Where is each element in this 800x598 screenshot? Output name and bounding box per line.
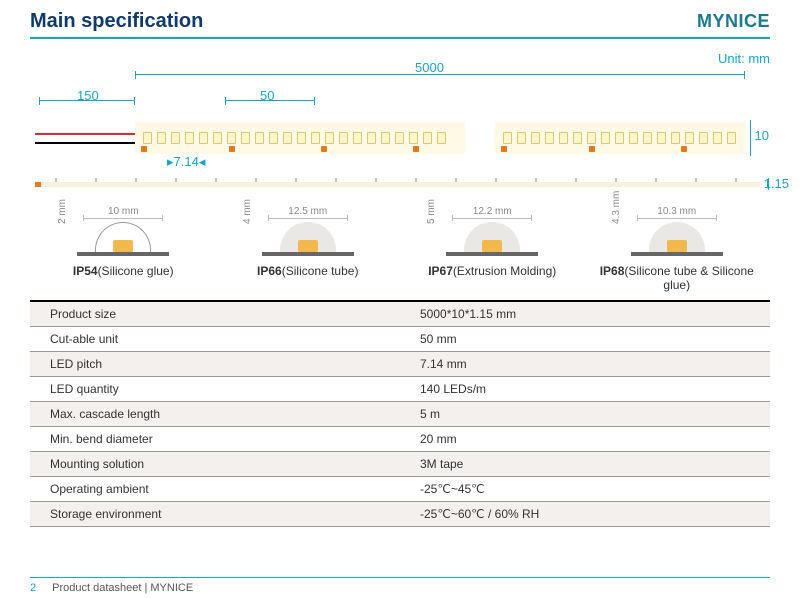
spec-key: Min. bend diameter [30, 427, 400, 452]
spec-row: Max. cascade length5 m [30, 402, 770, 427]
dim-width: 10 [755, 128, 769, 143]
spec-key: Operating ambient [30, 477, 400, 502]
footer-text: Product datasheet | MYNICE [52, 582, 193, 594]
ip-label: IP54(Silicone glue) [36, 264, 211, 278]
footer-rule [30, 577, 770, 578]
spec-key: LED pitch [30, 352, 400, 377]
spec-row: Storage environment-25℃~60℃ / 60% RH [30, 502, 770, 527]
spec-row: LED quantity140 LEDs/m [30, 377, 770, 402]
cut-marks [35, 178, 760, 182]
spec-value: 140 LEDs/m [400, 377, 770, 402]
ip-variant: 12.2 mm5 mmIP67(Extrusion Molding) [405, 206, 580, 292]
strip-segment [495, 122, 745, 154]
spec-key: Product size [30, 301, 400, 327]
spec-row: Mounting solution3M tape [30, 452, 770, 477]
spec-key: Cut-able unit [30, 327, 400, 352]
page-header: Main specification MYNICE [30, 10, 770, 39]
spec-row: Min. bend diameter20 mm [30, 427, 770, 452]
ip-variant: 10 mm2 mmIP54(Silicone glue) [36, 206, 211, 292]
ip-variant: 12.5 mm4 mmIP66(Silicone tube) [221, 206, 396, 292]
spec-value: -25℃~45℃ [400, 477, 770, 502]
lead-wires [35, 130, 135, 150]
spec-value: -25℃~60℃ / 60% RH [400, 502, 770, 527]
strip-diagram: 5000 150 50 ▸7.14◂ 10 1.15 [35, 70, 765, 200]
spec-key: LED quantity [30, 377, 400, 402]
ip-label: IP67(Extrusion Molding) [405, 264, 580, 278]
thin-strip [35, 182, 760, 187]
dim-cut: 50 [260, 88, 274, 103]
page-title: Main specification [30, 10, 203, 33]
spec-value: 50 mm [400, 327, 770, 352]
spec-row: Product size5000*10*1.15 mm [30, 301, 770, 327]
dim-total: 5000 [415, 60, 444, 75]
spec-row: LED pitch7.14 mm [30, 352, 770, 377]
ip-variant: 10.3 mm4.3 mmIP68(Silicone tube & Silico… [590, 206, 765, 292]
spec-row: Cut-able unit50 mm [30, 327, 770, 352]
spec-value: 5000*10*1.15 mm [400, 301, 770, 327]
strip-segment [135, 122, 465, 154]
dim-lead: 150 [77, 88, 99, 103]
spec-value: 5 m [400, 402, 770, 427]
page-number: 2 [30, 582, 36, 594]
spec-key: Storage environment [30, 502, 400, 527]
spec-row: Operating ambient-25℃~45℃ [30, 477, 770, 502]
spec-key: Max. cascade length [30, 402, 400, 427]
spec-value: 3M tape [400, 452, 770, 477]
dim-thin: 1.15 [764, 176, 789, 191]
spec-table: Product size5000*10*1.15 mmCut-able unit… [30, 300, 770, 527]
spec-value: 7.14 mm [400, 352, 770, 377]
spec-value: 20 mm [400, 427, 770, 452]
ip-label: IP68(Silicone tube & Silicone glue) [590, 264, 765, 292]
spec-key: Mounting solution [30, 452, 400, 477]
brand-logo: MYNICE [697, 11, 770, 32]
ip-label: IP66(Silicone tube) [221, 264, 396, 278]
unit-label: Unit: mm [30, 51, 770, 66]
ip-variants-row: 10 mm2 mmIP54(Silicone glue)12.5 mm4 mmI… [30, 206, 770, 300]
dim-pitch: ▸7.14◂ [167, 154, 205, 170]
page-footer: 2 Product datasheet | MYNICE [30, 582, 193, 594]
